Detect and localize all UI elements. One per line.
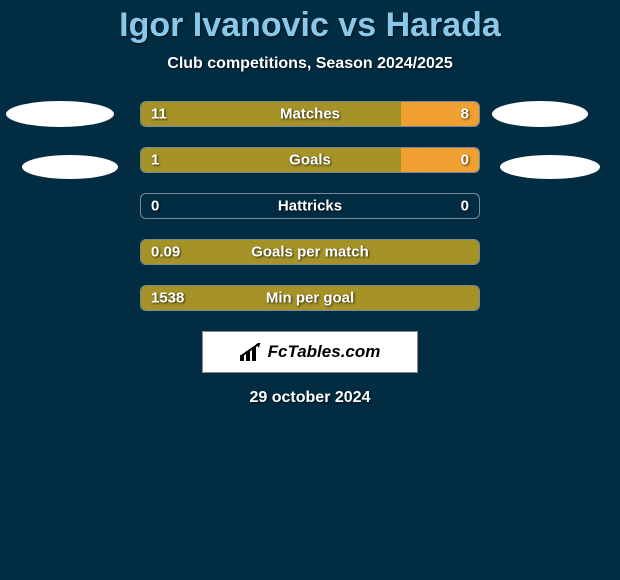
stat-label: Hattricks [278,198,342,215]
comparison-chart: 11 8 Matches 1 0 Goals 0 0 Hattricks 0.09 Goals pe… [0,101,620,407]
value-left: 0.09 [151,244,180,261]
value-left: 0 [151,198,159,215]
stat-label: Goals [289,152,331,169]
stat-label: Matches [280,106,340,123]
team-badge-placeholder [500,155,600,179]
stat-row: 1 0 Goals [140,147,480,173]
stat-label: Goals per match [251,244,369,261]
subtitle: Club competitions, Season 2024/2025 [0,55,620,73]
value-right: 0 [461,152,469,169]
stat-row: 0 0 Hattricks [140,193,480,219]
bar-left [141,148,401,172]
page-title: Igor Ivanovic vs Harada [0,0,620,45]
bar-chart-icon [240,343,262,361]
value-right: 8 [461,106,469,123]
date-label: 29 october 2024 [0,389,620,407]
team-badge-placeholder [22,155,118,179]
value-right: 0 [461,198,469,215]
branding-box: FcTables.com [202,331,418,373]
bar-left [141,102,401,126]
value-left: 11 [151,106,167,123]
team-badge-placeholder [492,101,588,127]
stat-row: 1538 Min per goal [140,285,480,311]
value-left: 1538 [151,290,184,307]
stat-label: Min per goal [266,290,354,307]
stat-row: 11 8 Matches [140,101,480,127]
stat-row: 0.09 Goals per match [140,239,480,265]
branding-text: FcTables.com [268,342,381,362]
team-badge-placeholder [6,101,114,127]
value-left: 1 [151,152,159,169]
